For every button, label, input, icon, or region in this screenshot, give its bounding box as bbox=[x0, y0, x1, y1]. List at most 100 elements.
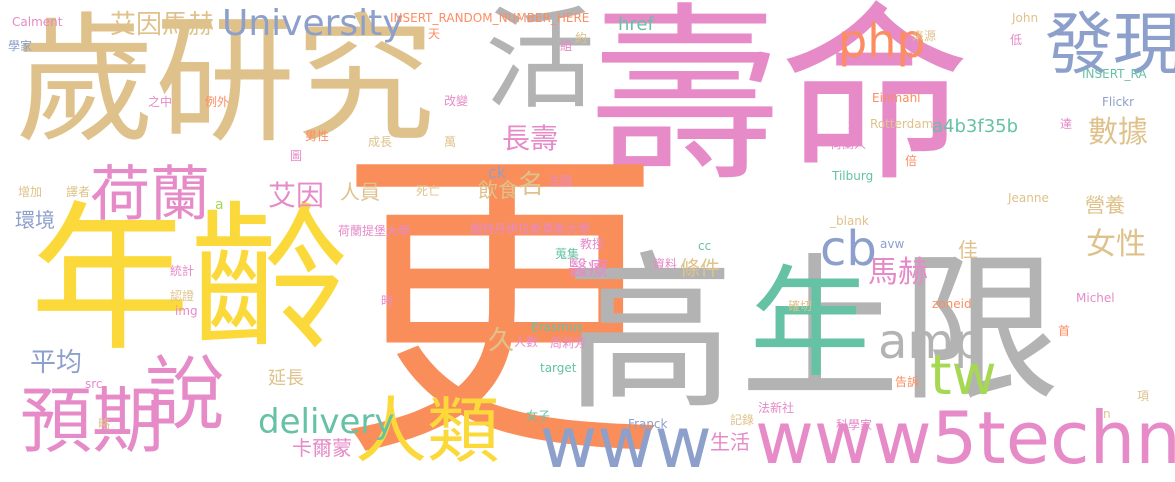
word-15: tw bbox=[930, 343, 997, 407]
word-39: 佳 bbox=[958, 238, 978, 262]
word-84: 圖 bbox=[290, 149, 303, 163]
word-1: 更 bbox=[335, 118, 665, 482]
word-18: amp bbox=[878, 314, 985, 370]
word-31: 條件 bbox=[680, 256, 720, 280]
word-7: 發現 bbox=[1045, 6, 1175, 85]
word-102: 時 bbox=[381, 294, 394, 308]
word-41: href bbox=[618, 14, 654, 35]
word-16: cb bbox=[820, 221, 877, 277]
word-86: 成長 bbox=[368, 135, 393, 149]
word-66: 項 bbox=[1137, 389, 1150, 403]
word-32: 飲食 bbox=[478, 178, 518, 202]
word-52: 荷蘭人 bbox=[830, 137, 867, 151]
word-87: 男性 bbox=[305, 129, 330, 143]
word-13: www5technews bbox=[755, 396, 1175, 480]
word-72: target bbox=[540, 361, 577, 375]
word-69: 記錄 bbox=[730, 413, 755, 427]
word-62: Michel bbox=[1076, 291, 1115, 305]
word-93: 組 bbox=[560, 39, 573, 53]
word-73: Erasmus bbox=[531, 320, 583, 334]
word-26: 艾因 bbox=[268, 179, 325, 212]
word-57: Jeanne bbox=[1008, 191, 1049, 205]
word-71: 女子 bbox=[526, 409, 551, 423]
word-90: 例外 bbox=[205, 95, 230, 109]
word-76: 蒐集 bbox=[555, 247, 580, 261]
word-5: 歲研究 bbox=[15, 0, 436, 163]
word-60: cc bbox=[698, 239, 712, 253]
word-45: John bbox=[1012, 11, 1039, 25]
word-98: 認證 bbox=[170, 289, 195, 303]
word-53: 達 bbox=[1060, 117, 1073, 131]
word-82: 法國 bbox=[548, 174, 573, 188]
word-44: 學家 bbox=[8, 39, 33, 53]
word-65: 科學家 bbox=[836, 418, 873, 432]
word-56: Tilburg bbox=[832, 169, 874, 183]
word-81: ck bbox=[488, 163, 507, 182]
word-2: 高 bbox=[565, 236, 736, 434]
word-89: 之中 bbox=[148, 95, 173, 109]
word-17: php bbox=[838, 14, 926, 68]
word-85: 萬 bbox=[444, 135, 457, 149]
word-78: 教授 bbox=[580, 237, 605, 251]
word-74: 周莉芳 bbox=[550, 336, 587, 350]
word-99: img bbox=[175, 304, 198, 318]
word-51: Rotterdam bbox=[870, 117, 934, 131]
word-42: INSERT_RANDOM_NUMBER_HERE bbox=[390, 11, 590, 25]
word-96: 譯者 bbox=[66, 185, 91, 199]
word-37: 生活 bbox=[710, 430, 750, 454]
word-14: www bbox=[540, 402, 712, 482]
word-22: 數據 bbox=[1088, 115, 1148, 150]
word-23: 女性 bbox=[1086, 227, 1146, 262]
word-77: 資料 bbox=[653, 257, 678, 271]
word-10: 說 bbox=[145, 348, 225, 441]
word-95: 增加 bbox=[18, 185, 43, 199]
word-94: a bbox=[215, 197, 224, 213]
word-55: 倍 bbox=[905, 154, 918, 168]
word-12: 人類 bbox=[355, 389, 500, 473]
word-24: 馬赫 bbox=[868, 255, 928, 290]
word-40: a4b3f35b bbox=[932, 116, 1019, 137]
word-68: 法新社 bbox=[758, 401, 795, 415]
word-38: 營養 bbox=[1085, 193, 1125, 217]
word-48: Einmahl bbox=[872, 91, 921, 105]
word-19: University bbox=[222, 3, 404, 44]
word-35: 卡爾蒙 bbox=[292, 436, 352, 460]
word-83: 死亡 bbox=[416, 184, 441, 198]
word-54: 道 bbox=[848, 117, 861, 131]
word-50: Flickr bbox=[1102, 95, 1135, 109]
word-88: 改變 bbox=[444, 94, 469, 108]
word-80: 荷蘭提堡大學 bbox=[338, 224, 411, 238]
word-103: 首 bbox=[1058, 324, 1071, 338]
word-46: 來源 bbox=[912, 29, 937, 43]
word-47: 低 bbox=[1010, 33, 1023, 47]
word-21: 長壽 bbox=[502, 122, 559, 155]
word-9: 荷蘭 bbox=[90, 160, 210, 230]
word-6: 活 bbox=[485, 0, 595, 124]
word-101: 略 bbox=[98, 417, 111, 431]
word-58: _blank bbox=[830, 214, 869, 228]
word-100: src bbox=[85, 377, 103, 391]
word-0: 壽命 bbox=[590, 0, 971, 207]
word-64: 告訴 bbox=[895, 375, 920, 389]
word-28: 名 bbox=[518, 170, 545, 200]
word-59: avw bbox=[880, 237, 905, 251]
word-63: 確切 bbox=[788, 299, 813, 313]
word-79: 鹿特丹伊拉斯莫斯大學 bbox=[470, 222, 591, 236]
word-11: 預期 bbox=[20, 379, 165, 463]
word-61: zoneid bbox=[932, 297, 972, 311]
word-3: 年齡 bbox=[30, 186, 351, 373]
word-27: 平均 bbox=[30, 348, 83, 378]
word-25: 艾因馬赫 bbox=[110, 10, 215, 40]
word-36: 延長 bbox=[268, 368, 304, 389]
word-34: 環境 bbox=[15, 208, 55, 232]
word-29: 久 bbox=[488, 326, 515, 356]
word-92: 約 bbox=[575, 31, 588, 45]
word-49: INSERT_RA bbox=[1082, 67, 1147, 81]
word-75: 人數 bbox=[514, 335, 539, 349]
word-4: 上限 bbox=[740, 236, 1061, 423]
word-67: n bbox=[1103, 407, 1111, 421]
word-70: Franck bbox=[628, 417, 668, 431]
word-33: 人員 bbox=[340, 180, 380, 204]
word-8: 年 bbox=[750, 255, 870, 394]
